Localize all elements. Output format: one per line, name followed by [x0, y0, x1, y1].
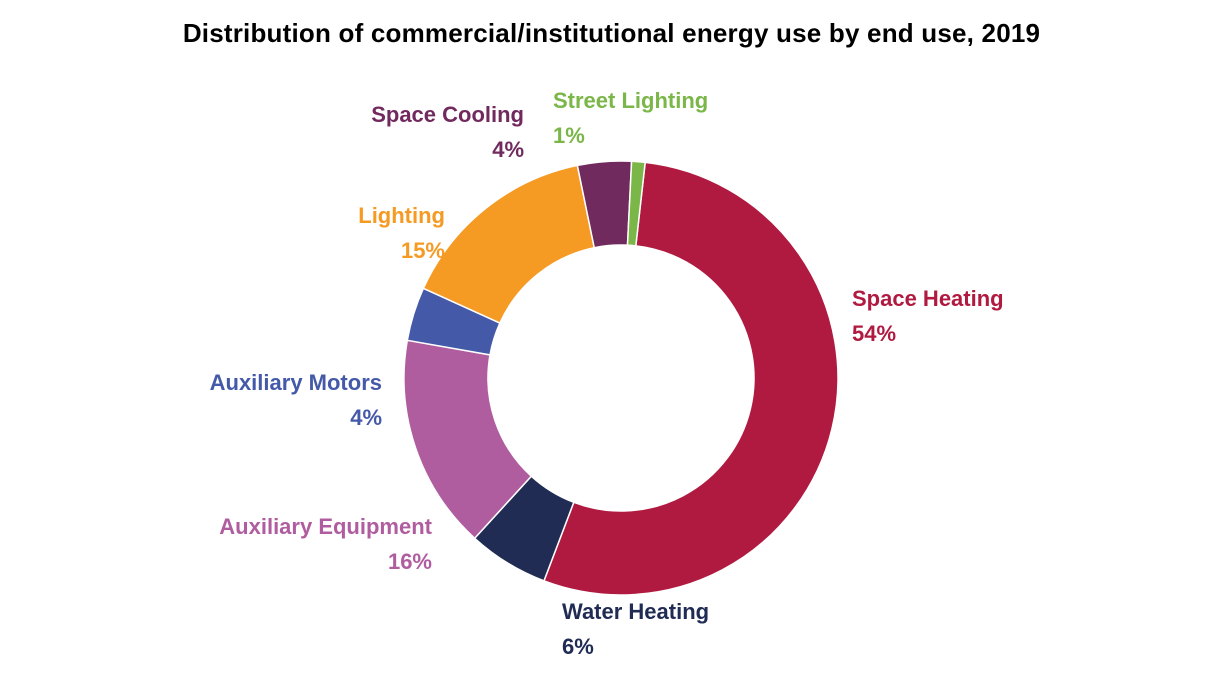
label-space-heating: Space Heating: [852, 286, 1004, 311]
value-label-space-cooling: 4%: [492, 137, 524, 162]
value-label-auxiliary-equipment: 16%: [388, 549, 432, 574]
value-label-water-heating: 6%: [562, 634, 594, 659]
label-street-lighting: Street Lighting: [553, 88, 708, 113]
slice-street-lighting: [626, 160, 647, 247]
value-label-lighting: 15%: [401, 238, 445, 263]
label-water-heating: Water Heating: [562, 599, 709, 624]
value-label-auxiliary-motors: 4%: [350, 405, 382, 430]
label-space-cooling: Space Cooling: [371, 102, 524, 127]
value-label-street-lighting: 1%: [553, 123, 585, 148]
chart-title: Distribution of commercial/institutional…: [182, 18, 1041, 48]
slice-space-heating: [542, 161, 839, 596]
label-auxiliary-equipment: Auxiliary Equipment: [219, 514, 432, 539]
slice-lighting: [422, 164, 596, 325]
label-auxiliary-motors: Auxiliary Motors: [210, 370, 382, 395]
value-label-space-heating: 54%: [852, 321, 896, 346]
label-lighting: Lighting: [358, 203, 445, 228]
